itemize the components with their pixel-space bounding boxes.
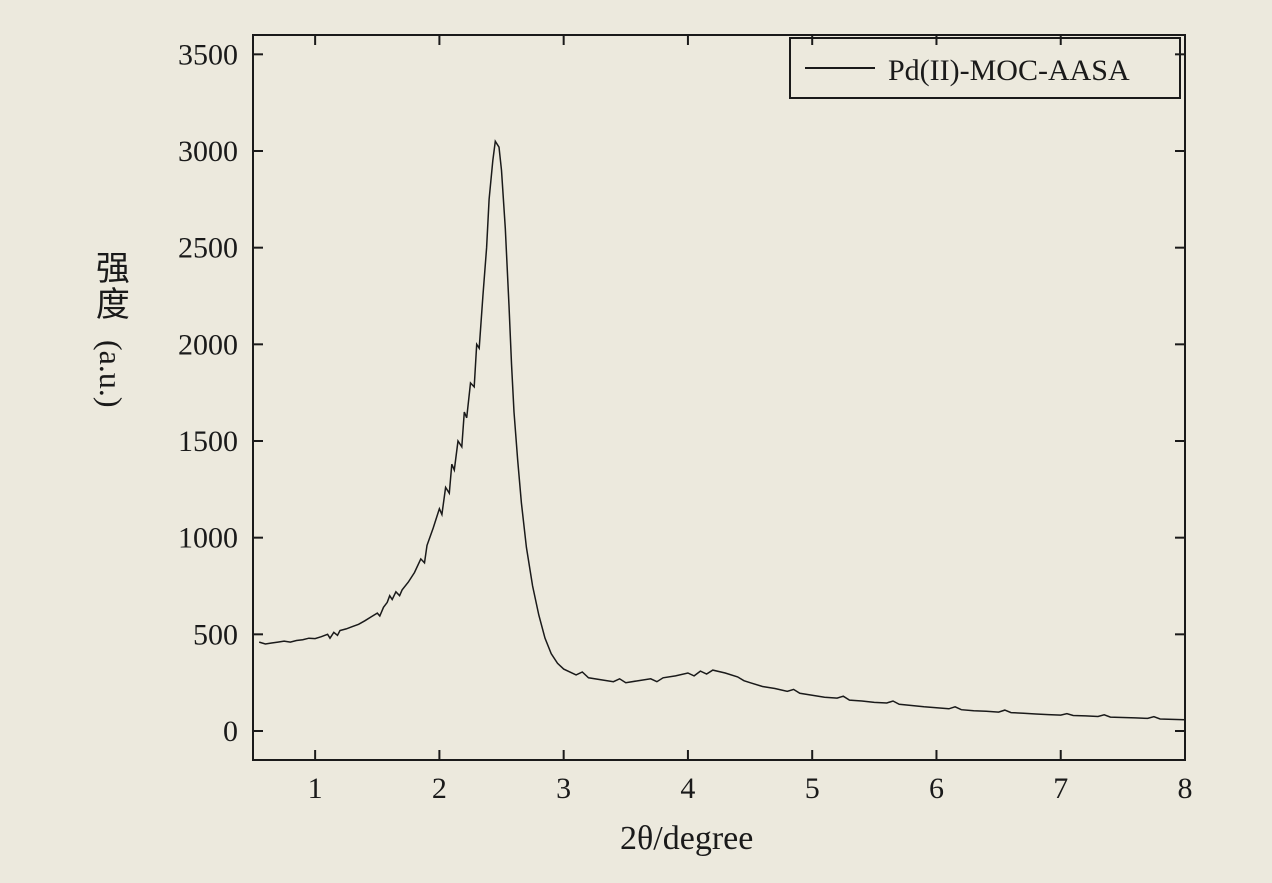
svg-text:8: 8 [1178, 772, 1193, 805]
plot-frame [253, 35, 1185, 760]
svg-text:5: 5 [805, 772, 820, 805]
series-line [259, 141, 1185, 720]
x-ticks: 1 2 3 4 5 6 7 8 [308, 35, 1193, 805]
svg-text:1500: 1500 [178, 425, 238, 458]
svg-text:3500: 3500 [178, 38, 238, 71]
svg-text:2: 2 [432, 772, 447, 805]
svg-text:2000: 2000 [178, 328, 238, 361]
svg-text:1: 1 [308, 772, 323, 805]
svg-text:6: 6 [929, 772, 944, 805]
y-ticks: 0 500 1000 1500 2000 2500 3000 3500 [178, 38, 1185, 748]
svg-text:0: 0 [223, 715, 238, 748]
svg-text:3: 3 [556, 772, 571, 805]
legend-label: Pd(II)-MOC-AASA [888, 54, 1130, 87]
svg-text:500: 500 [193, 618, 238, 651]
y-axis-label-cjk: 强度 [90, 250, 127, 322]
svg-text:4: 4 [680, 772, 695, 805]
x-axis-label: 2θ/degree [620, 820, 753, 858]
svg-text:1000: 1000 [178, 522, 238, 555]
y-axis-label-unit: (a.u.) [95, 340, 127, 408]
svg-text:3000: 3000 [178, 135, 238, 168]
svg-text:2500: 2500 [178, 232, 238, 265]
chart-svg: 1 2 3 4 5 6 7 8 0 500 1000 1500 2000 2500 3000 3500 Pd… [0, 0, 1272, 883]
svg-text:7: 7 [1053, 772, 1068, 805]
xrd-chart: 1 2 3 4 5 6 7 8 0 500 1000 1500 2000 2500 3000 3500 Pd… [0, 0, 1272, 883]
